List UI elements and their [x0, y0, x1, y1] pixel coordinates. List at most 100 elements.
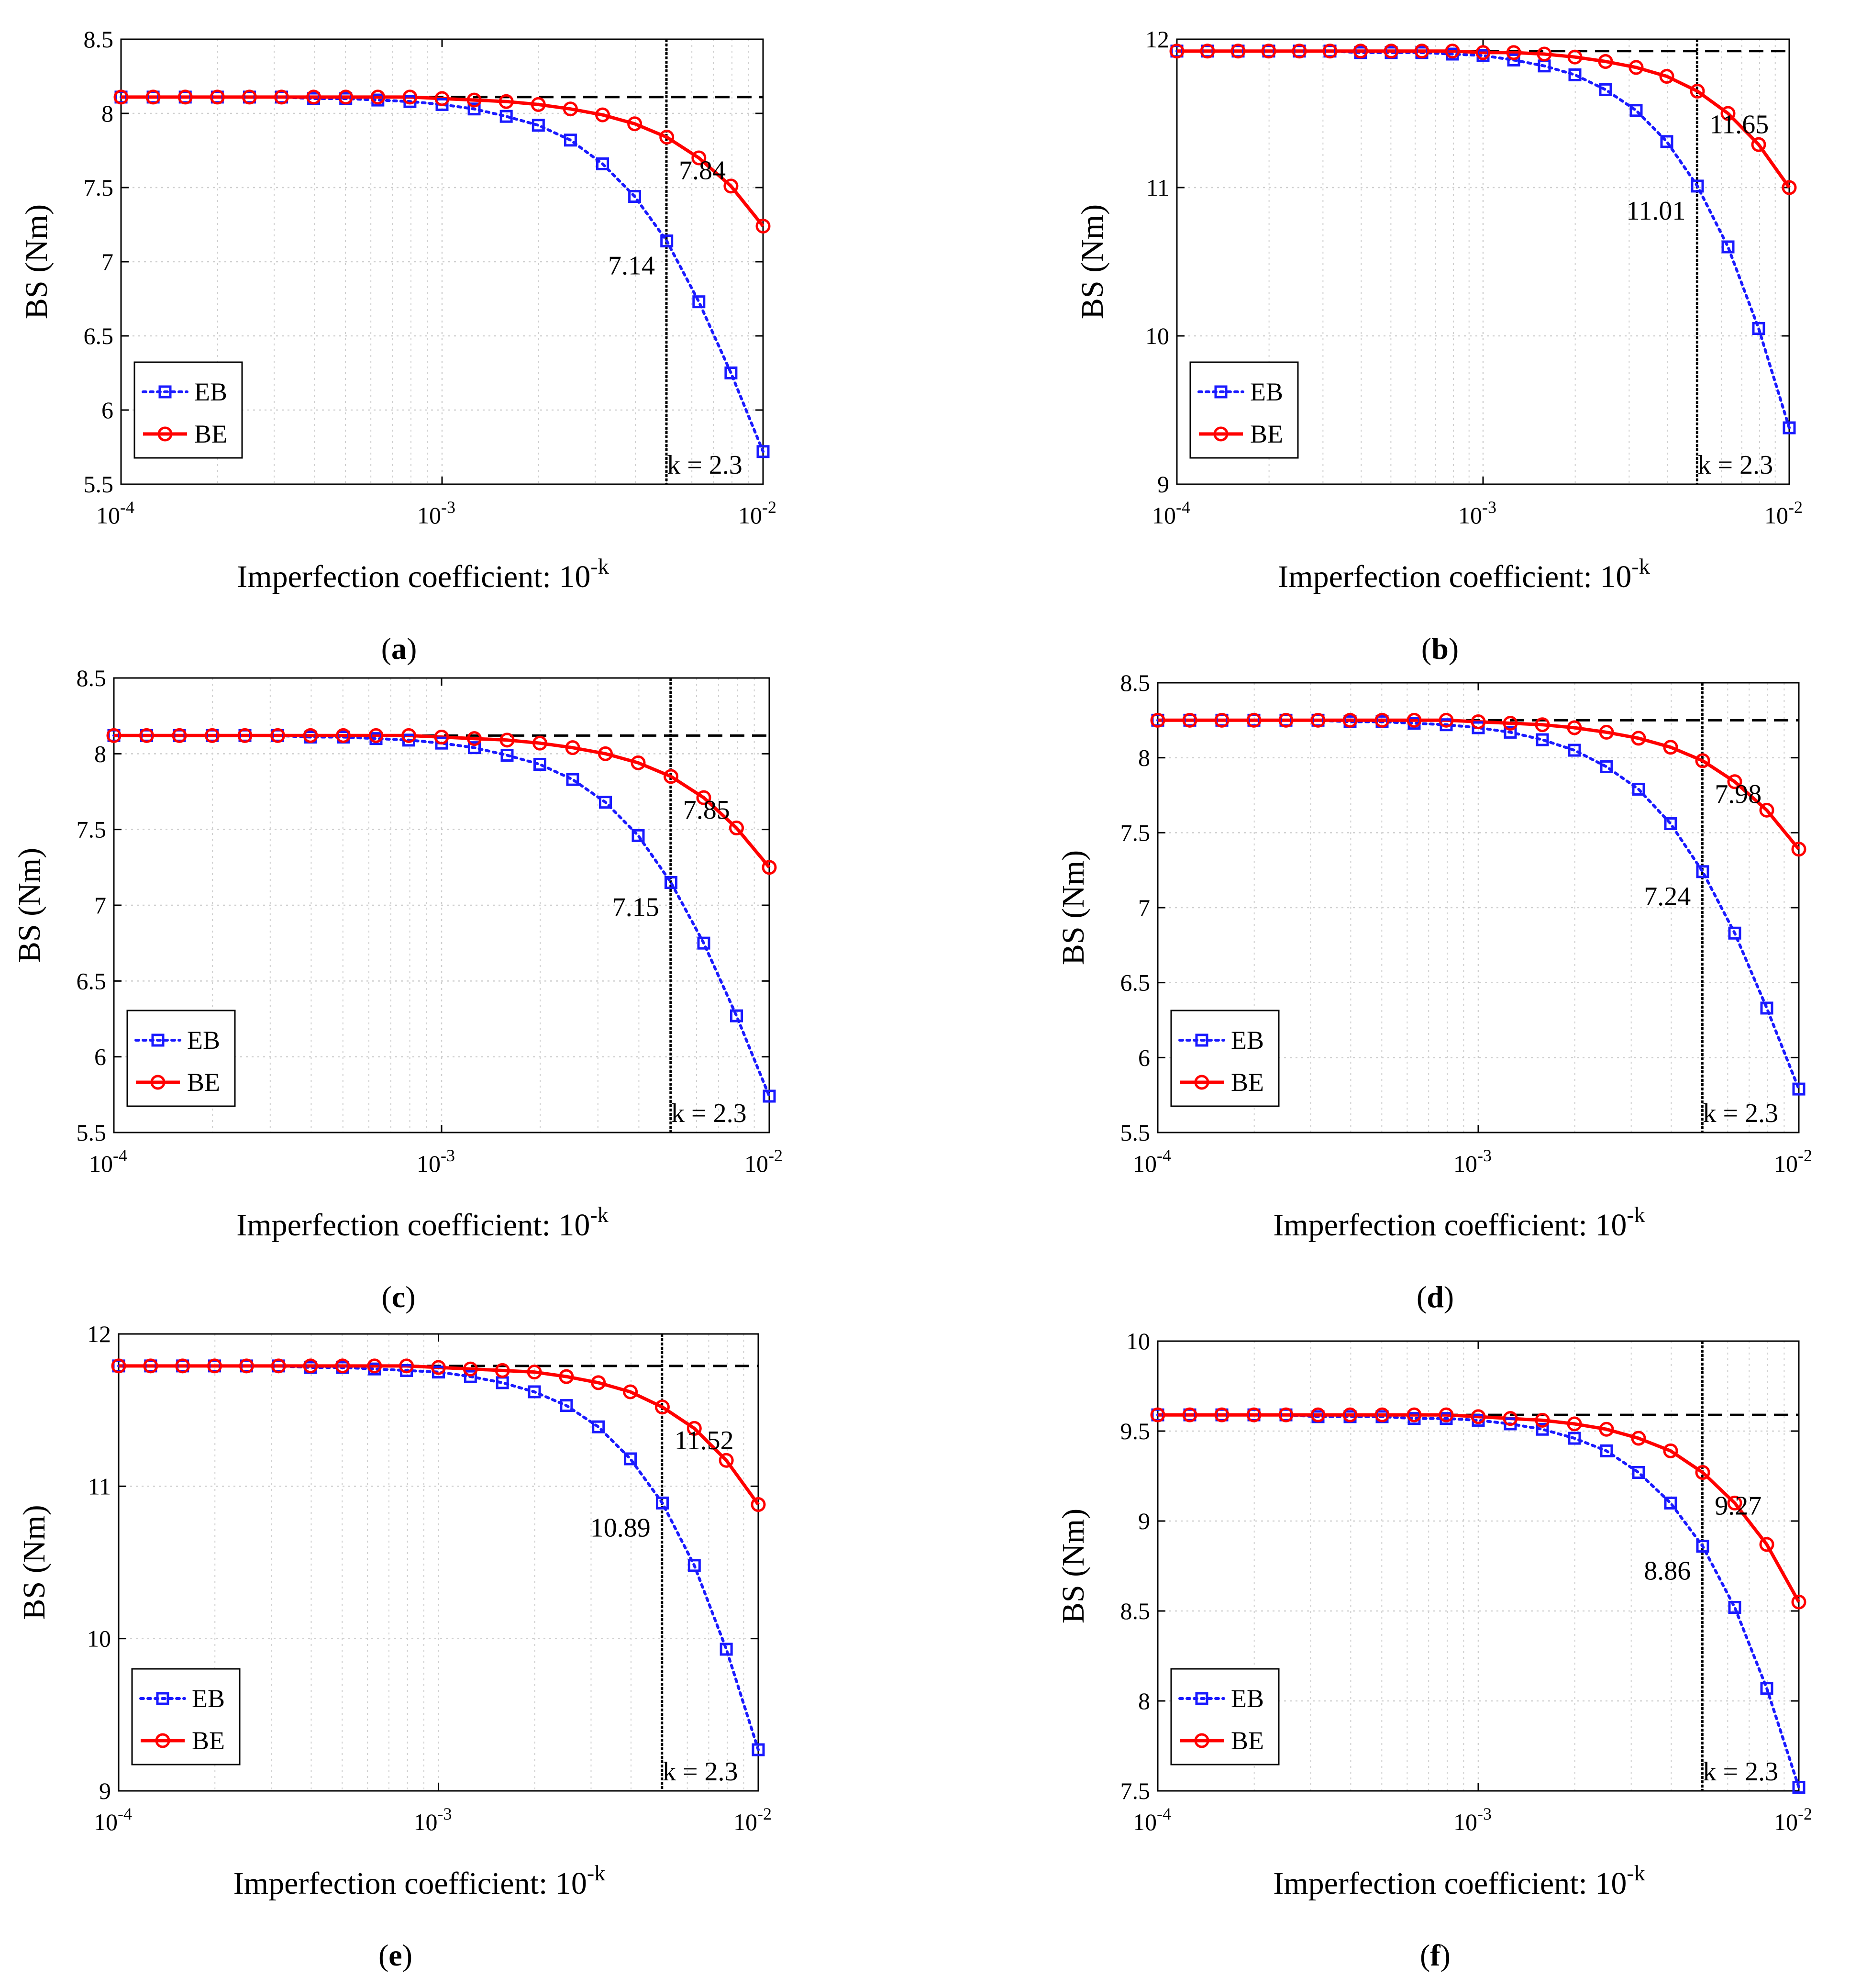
marker-be — [1407, 712, 1422, 728]
marker-eb — [1728, 926, 1741, 940]
marker-be — [762, 860, 777, 875]
marker-be — [696, 790, 711, 805]
panel-label-letter: c — [392, 1280, 405, 1314]
marker-be — [1374, 712, 1390, 728]
x-tick-base: 10 — [1764, 502, 1788, 529]
marker-be — [434, 91, 450, 106]
annotation-be: 7.98 — [1715, 779, 1761, 809]
y-tick-label: 7 — [1138, 894, 1150, 921]
x-tick-exponent: -3 — [441, 1146, 455, 1165]
legend-marker-eb — [156, 1692, 169, 1705]
marker-eb — [1629, 104, 1643, 117]
x-tick-exponent: -4 — [1176, 498, 1190, 517]
marker-be — [1631, 731, 1646, 746]
y-tick-label: 7.5 — [1120, 1777, 1151, 1804]
marker-eb — [752, 1743, 765, 1756]
x-tick-exponent: -4 — [118, 1804, 132, 1823]
marker-be — [1169, 44, 1185, 59]
marker-be — [466, 92, 482, 108]
panel-label-letter: d — [1427, 1280, 1444, 1314]
annotation-be: 7.84 — [679, 156, 726, 186]
y-tick-label: 9 — [99, 1777, 111, 1804]
legend-label-eb: EB — [192, 1684, 225, 1713]
marker-be — [367, 1358, 382, 1374]
y-tick-label: 8.5 — [1120, 669, 1151, 696]
x-tick-exponent: -3 — [1477, 1146, 1492, 1165]
marker-be — [1292, 44, 1307, 59]
x-tick-label: 10-2 — [1774, 1804, 1812, 1835]
marker-eb — [692, 295, 706, 309]
y-tick-label: 5.5 — [84, 471, 114, 498]
marker-eb — [1783, 421, 1796, 434]
y-tick-label: 9 — [1138, 1508, 1150, 1534]
x-tick-base: 10 — [1133, 1150, 1157, 1177]
x-axis-label-text: Imperfection coefficient: 10 — [236, 1208, 590, 1243]
marker-be — [598, 746, 613, 761]
marker-eb — [1721, 240, 1735, 254]
x-tick-base: 10 — [1774, 1809, 1798, 1835]
x-tick-label: 10-3 — [1458, 498, 1496, 529]
x-tick-exponent: -3 — [1477, 1804, 1492, 1823]
x-tick-exponent: -4 — [120, 498, 134, 517]
marker-eb — [631, 829, 645, 842]
y-tick-label: 6 — [1138, 1044, 1150, 1071]
marker-be — [499, 94, 514, 109]
x-tick-label: 10-3 — [417, 1146, 455, 1177]
annotation-be: 11.52 — [675, 1426, 734, 1455]
marker-be — [1599, 1422, 1614, 1437]
k-label: k = 2.3 — [667, 450, 742, 480]
marker-be — [270, 728, 285, 743]
marker-be — [559, 1369, 574, 1384]
x-tick-base: 10 — [744, 1150, 768, 1177]
marker-be — [1690, 84, 1705, 99]
marker-be — [1150, 1407, 1165, 1422]
y-tick-label: 10 — [1145, 322, 1169, 349]
k-label: k = 2.3 — [1703, 1099, 1779, 1128]
y-tick-label: 7.5 — [77, 816, 107, 843]
marker-be — [1475, 45, 1491, 60]
y-tick-label: 8 — [94, 740, 106, 767]
marker-eb — [1507, 53, 1520, 67]
x-tick-label: 10-2 — [733, 1804, 772, 1835]
marker-eb — [532, 119, 545, 132]
marker-eb — [435, 98, 449, 111]
marker-eb — [756, 445, 770, 458]
panel-c: 5.566.577.588.510-4 10-3 10-2k = 2.37.857.… — [12, 665, 783, 1314]
x-tick-exponent: -2 — [757, 1804, 772, 1823]
x-tick-base: 10 — [1152, 502, 1176, 529]
x-tick-base: 10 — [733, 1809, 757, 1835]
marker-be — [729, 821, 744, 835]
marker-be — [1439, 1407, 1454, 1422]
marker-be — [1214, 1407, 1230, 1422]
x-tick-base: 10 — [1453, 1150, 1477, 1177]
x-axis-label-exponent: -k — [1627, 1202, 1645, 1227]
y-tick-label: 10 — [1126, 1328, 1150, 1355]
x-tick-base: 10 — [417, 1150, 441, 1177]
marker-be — [1663, 740, 1678, 755]
marker-be — [532, 735, 547, 751]
annotation-eb: 8.86 — [1644, 1556, 1691, 1586]
annotation-be: 7.85 — [683, 795, 730, 825]
panel-label: (b) — [1421, 632, 1459, 666]
panel-label: (c) — [381, 1280, 415, 1314]
panel-label-letter: b — [1431, 632, 1449, 666]
marker-eb — [730, 1009, 743, 1022]
marker-be — [463, 1361, 478, 1377]
marker-be — [499, 733, 515, 748]
marker-be — [1246, 712, 1262, 728]
marker-be — [1342, 1407, 1358, 1422]
marker-be — [1384, 44, 1399, 59]
x-axis-label-text: Imperfection coefficient: 10 — [1278, 559, 1631, 594]
marker-be — [303, 728, 318, 743]
legend-marker-be — [1194, 1733, 1209, 1748]
x-tick-exponent: -4 — [1157, 1804, 1171, 1823]
annotation-eb: 10.89 — [590, 1513, 651, 1543]
x-axis-label-exponent: -k — [590, 1202, 608, 1227]
marker-eb — [1792, 1780, 1806, 1794]
marker-be — [274, 89, 289, 105]
x-tick-exponent: -2 — [1798, 1804, 1812, 1823]
legend-marker-eb — [151, 1033, 165, 1047]
marker-eb — [1599, 83, 1612, 96]
legend-label-be: BE — [1231, 1068, 1264, 1097]
